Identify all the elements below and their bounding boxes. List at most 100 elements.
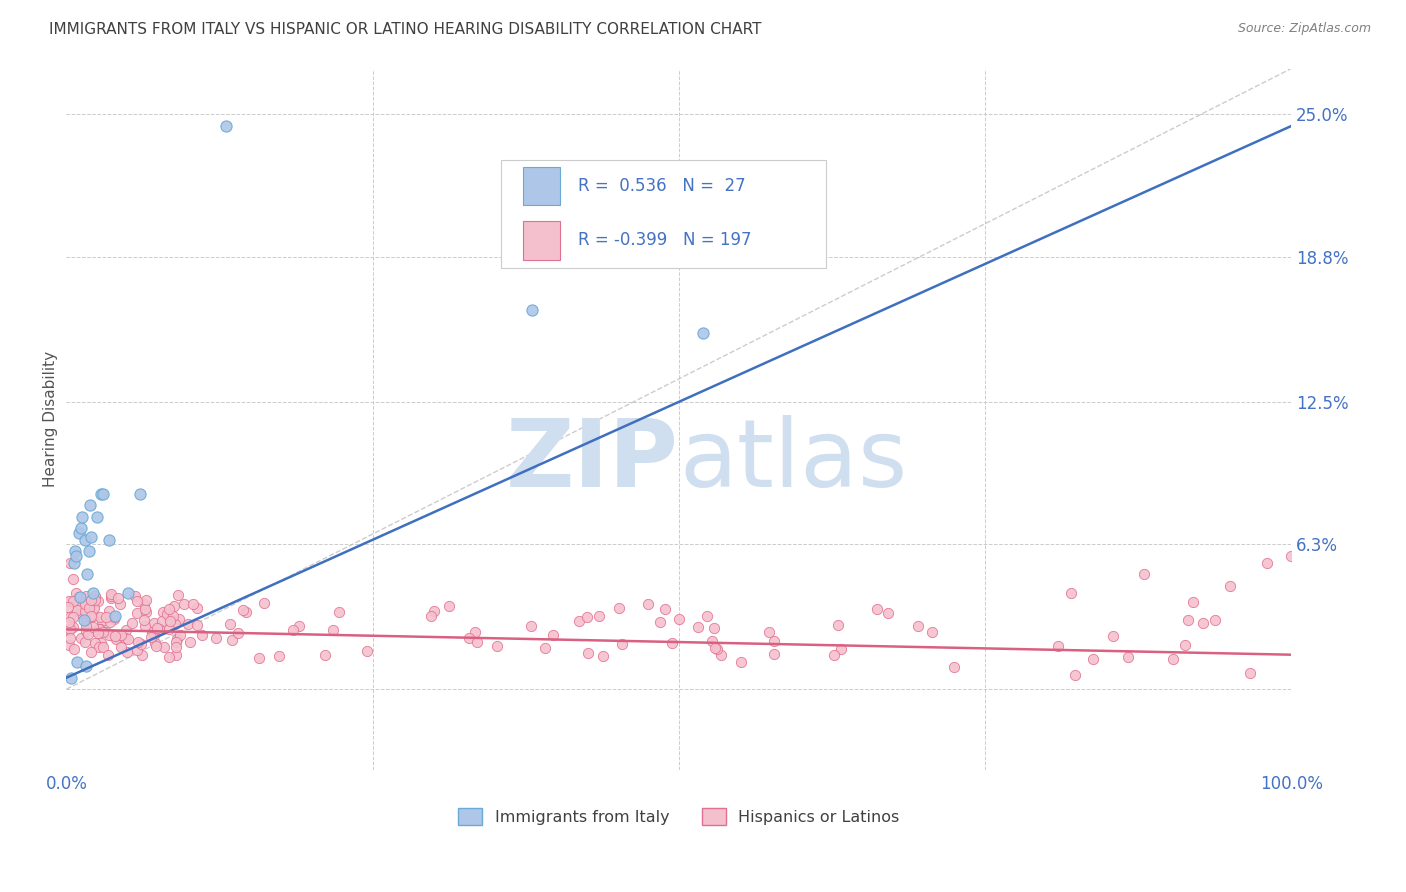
Point [87, 622, 110, 636]
Point [65, 585, 87, 599]
Point [1174, 638, 1197, 652]
Point [97, 604, 120, 618]
Point [60, 671, 83, 685]
Point [763, 634, 786, 648]
Point [59, 556, 82, 570]
Point [166, 632, 188, 647]
Point [114, 631, 136, 645]
Point [173, 598, 195, 612]
Point [205, 631, 228, 645]
Point [485, 639, 508, 653]
Point [165, 640, 187, 654]
Point [83, 601, 105, 615]
Point [73, 533, 96, 547]
Point [464, 624, 486, 639]
Point [134, 619, 156, 633]
Point [67, 525, 90, 540]
Point [103, 612, 125, 626]
Point [125, 606, 148, 620]
Point [568, 614, 591, 628]
Point [134, 602, 156, 616]
Point [75, 635, 97, 649]
Point [91, 487, 114, 501]
Point [110, 640, 132, 654]
Point [75, 619, 97, 633]
Point [104, 608, 127, 623]
Point [76, 626, 98, 640]
Point [877, 607, 900, 621]
Point [72, 613, 94, 627]
Point [866, 602, 889, 616]
Point [328, 605, 350, 619]
Point [592, 648, 614, 663]
Point [62, 594, 84, 608]
Point [135, 592, 157, 607]
Point [80, 592, 103, 607]
Point [75, 604, 97, 618]
FancyBboxPatch shape [523, 221, 560, 260]
Point [758, 624, 780, 639]
Point [730, 655, 752, 669]
Point [165, 648, 187, 663]
Point [1161, 652, 1184, 666]
Point [607, 601, 630, 615]
Point [108, 631, 131, 645]
Point [67, 599, 90, 613]
Point [82, 609, 104, 624]
Point [827, 617, 849, 632]
Point [942, 660, 965, 674]
Point [157, 622, 180, 636]
Point [1060, 585, 1083, 599]
Point [1101, 628, 1123, 642]
Point [91, 614, 114, 628]
Point [80, 531, 103, 545]
Point [105, 632, 128, 646]
Point [93, 640, 115, 654]
Point [75, 597, 97, 611]
Point [1279, 549, 1302, 563]
Point [467, 634, 489, 648]
Point [162, 599, 184, 613]
Point [131, 648, 153, 662]
Point [702, 633, 724, 648]
Point [186, 601, 208, 615]
Point [91, 625, 114, 640]
Point [1116, 649, 1139, 664]
Point [543, 628, 565, 642]
Point [127, 593, 149, 607]
Point [167, 588, 190, 602]
Point [654, 601, 676, 615]
Point [100, 591, 122, 605]
Point [108, 597, 131, 611]
Point [162, 609, 184, 624]
Point [146, 622, 169, 636]
Point [65, 603, 87, 617]
Point [159, 614, 181, 628]
Point [706, 642, 728, 657]
Y-axis label: Hearing Disability: Hearing Disability [44, 351, 58, 487]
Point [419, 608, 441, 623]
Point [72, 509, 94, 524]
Point [696, 608, 718, 623]
Point [79, 645, 101, 659]
Point [762, 647, 785, 661]
Point [219, 617, 242, 632]
Point [103, 609, 125, 624]
Point [90, 487, 112, 501]
Text: atlas: atlas [679, 415, 907, 508]
Point [226, 625, 249, 640]
Point [75, 595, 97, 609]
Point [127, 635, 149, 649]
Point [688, 620, 710, 634]
Point [65, 549, 87, 563]
Point [152, 605, 174, 619]
Point [59, 609, 82, 624]
Point [89, 610, 111, 624]
Point [67, 591, 90, 605]
Point [124, 589, 146, 603]
Point [1083, 652, 1105, 666]
Point [588, 608, 610, 623]
Point [82, 620, 104, 634]
Point [63, 544, 86, 558]
Legend: Immigrants from Italy, Hispanics or Latinos: Immigrants from Italy, Hispanics or Lati… [458, 808, 900, 825]
